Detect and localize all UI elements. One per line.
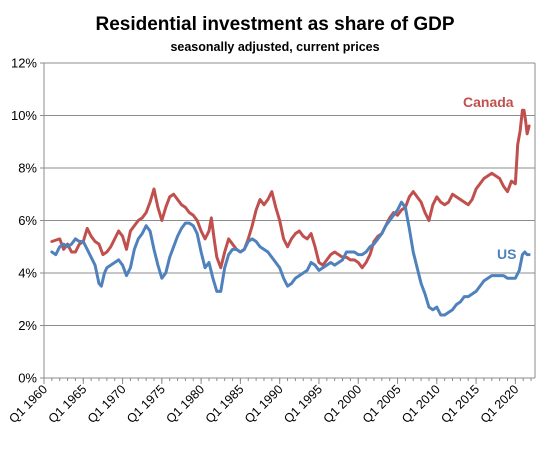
chart-title: Residential investment as share of GDP	[95, 14, 454, 35]
x-tick-label: Q1 1975	[124, 382, 168, 426]
series-lines	[50, 108, 531, 317]
x-tick-label: Q1 1995	[281, 382, 325, 426]
x-tick-label: Q1 1985	[203, 382, 247, 426]
y-tick-label: 6%	[18, 213, 37, 228]
x-tick-label: Q1 2005	[360, 382, 404, 426]
series-label-us: US	[497, 246, 516, 262]
x-tick-label: Q1 1970	[85, 382, 129, 426]
y-tick-label: 4%	[18, 266, 37, 281]
x-tick-label: Q1 2015	[438, 382, 482, 426]
x-tick-label: Q1 1960	[6, 382, 50, 426]
x-tick-label: Q1 2010	[399, 382, 443, 426]
y-tick-label: 12%	[11, 56, 37, 71]
y-tick-label: 8%	[18, 161, 37, 176]
x-tick-label: Q1 1980	[163, 382, 207, 426]
series-line-canada	[50, 108, 531, 270]
x-tick-label: Q1 2020	[478, 382, 522, 426]
x-tick-label: Q1 2000	[321, 382, 365, 426]
y-tick-label: 0%	[18, 371, 37, 386]
y-tick-label: 10%	[11, 108, 37, 123]
chart-subtitle: seasonally adjusted, current prices	[170, 40, 379, 54]
x-tick-label: Q1 1965	[46, 382, 90, 426]
y-tick-label: 2%	[18, 318, 37, 333]
series-line-us	[50, 200, 531, 317]
x-tick-label: Q1 1990	[242, 382, 286, 426]
series-label-canada: Canada	[463, 94, 514, 110]
axes	[40, 62, 536, 384]
